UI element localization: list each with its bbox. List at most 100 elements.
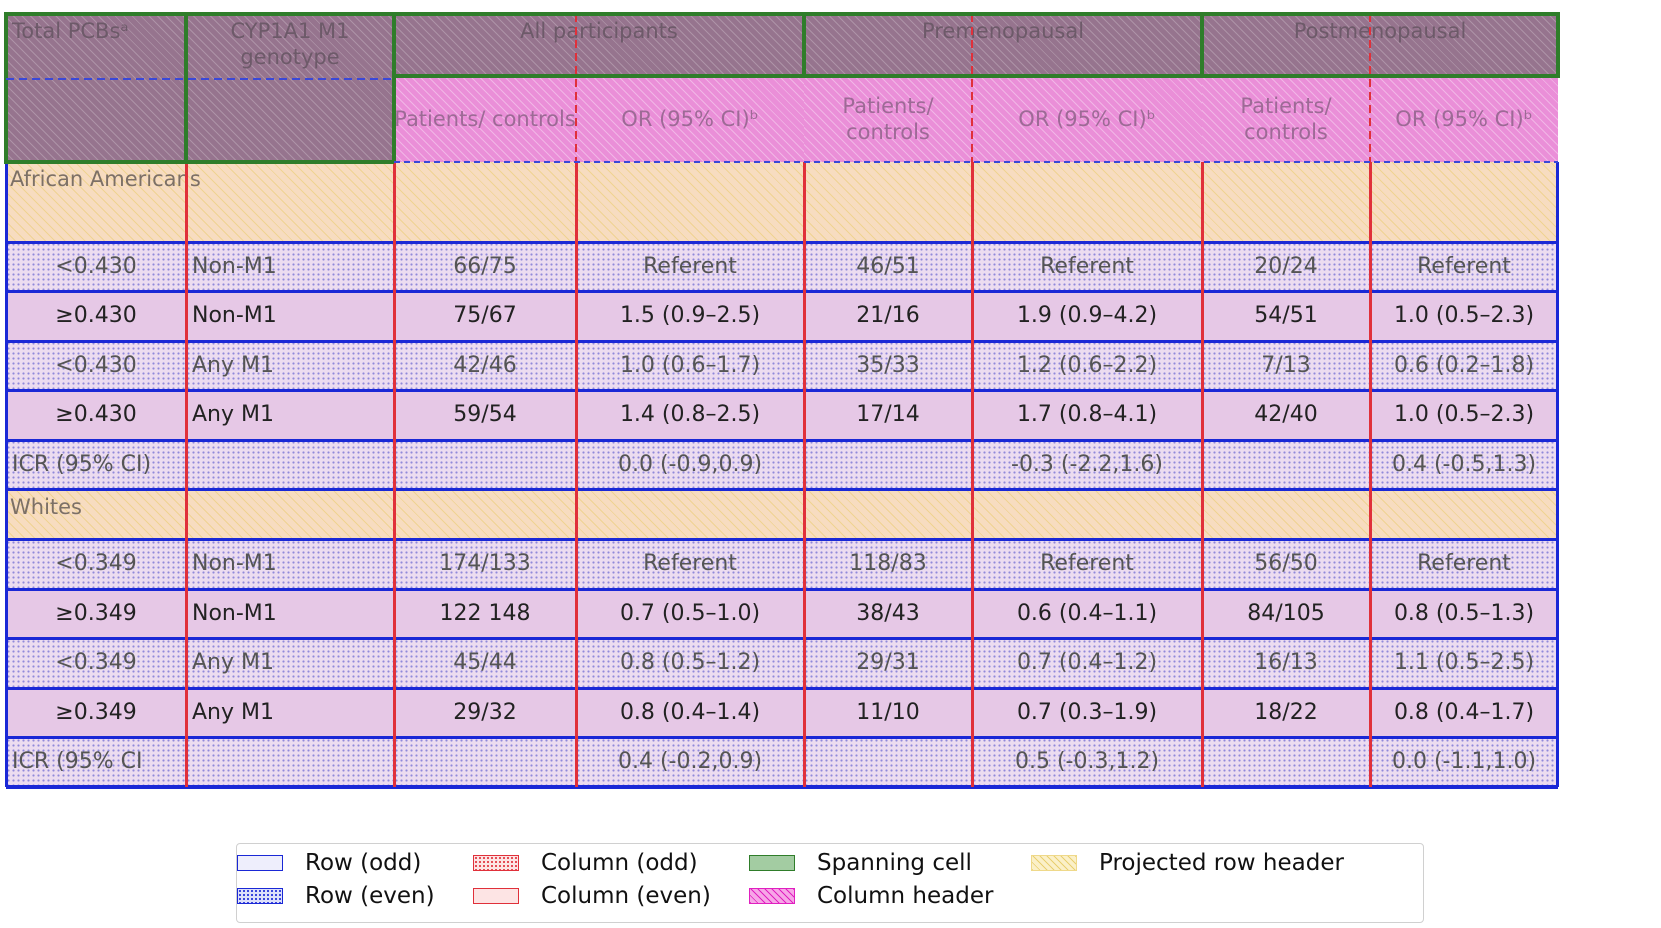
table-cell: 56/50 xyxy=(1202,539,1370,589)
header-patients-controls: Patients/ controls xyxy=(804,76,972,162)
projected-row-header: African Americans xyxy=(6,162,1558,242)
table-cell: 66/75 xyxy=(394,242,576,292)
header-group: Postmenopausal xyxy=(1202,14,1558,76)
col-even-swatch xyxy=(473,888,519,904)
legend-label: Column (odd) xyxy=(541,850,698,876)
header-dash-line xyxy=(394,161,1558,163)
table-cell: Any M1 xyxy=(186,638,394,688)
legend-label: Column (even) xyxy=(541,883,711,909)
table-cell: 75/67 xyxy=(394,291,576,341)
projected-row-header: Whites xyxy=(6,489,1558,540)
header-group: All participants xyxy=(394,14,804,76)
table-cell: 7/13 xyxy=(1202,341,1370,391)
table-cell: 21/16 xyxy=(804,291,972,341)
spanning-border xyxy=(4,12,8,162)
table-cell: ICR (95% CI xyxy=(6,737,186,787)
column-dash-line xyxy=(971,14,973,162)
spanning-border xyxy=(1200,12,1204,76)
row-border-line xyxy=(6,538,1558,541)
column-dash-line xyxy=(1369,14,1371,162)
header-patients-controls: Patients/ controls xyxy=(1202,76,1370,162)
table-cell: <0.430 xyxy=(6,341,186,391)
table-cell: Any M1 xyxy=(186,341,394,391)
column-border-line xyxy=(184,162,188,787)
table-cell: 1.2 (0.6–2.2) xyxy=(972,341,1202,391)
legend-label: Projected row header xyxy=(1099,850,1344,876)
table-cell: 0.6 (0.2–1.8) xyxy=(1370,341,1558,391)
table-cell: 0.4 (-0.5,1.3) xyxy=(1370,440,1558,490)
row-odd-swatch xyxy=(237,855,283,871)
table-cell: 0.8 (0.5–1.3) xyxy=(1370,589,1558,639)
table-cell: 0.8 (0.5–1.2) xyxy=(576,638,804,688)
row-border-line xyxy=(6,736,1558,739)
table-cell: -0.3 (-2.2,1.6) xyxy=(972,440,1202,490)
table-cell: 1.1 (0.5–2.5) xyxy=(1370,638,1558,688)
table-cell: 1.0 (0.6–1.7) xyxy=(576,341,804,391)
table-cell: 29/32 xyxy=(394,688,576,738)
header-total-pcbs: Total PCBsᵃ xyxy=(6,14,186,162)
table-cell: 0.8 (0.4–1.4) xyxy=(576,688,804,738)
table-cell: ≥0.349 xyxy=(6,589,186,639)
spanning-border xyxy=(184,12,188,162)
header-or-ci: OR (95% CI)ᵇ xyxy=(1370,76,1558,162)
table-cell xyxy=(1202,737,1370,787)
row-border-line xyxy=(6,785,1558,788)
legend: Row (odd) Row (even) Column (odd) Column… xyxy=(236,843,1424,923)
row-border-line xyxy=(6,389,1558,392)
table-cell: 42/40 xyxy=(1202,390,1370,440)
legend-label: Column header xyxy=(817,883,994,909)
table-cell: 1.0 (0.5–2.3) xyxy=(1370,390,1558,440)
table-cell: 16/13 xyxy=(1202,638,1370,688)
column-border-line xyxy=(1200,162,1204,787)
table-cell: Referent xyxy=(972,539,1202,589)
table-cell: <0.349 xyxy=(6,638,186,688)
table-cell: Non-M1 xyxy=(186,242,394,292)
row-border-line xyxy=(6,587,1558,591)
table-cell: <0.430 xyxy=(6,242,186,292)
table-cell: 18/22 xyxy=(1202,688,1370,738)
table-cell xyxy=(804,737,972,787)
spanning-border xyxy=(1556,12,1560,76)
table-cell: 0.8 (0.4–1.7) xyxy=(1370,688,1558,738)
column-border-line xyxy=(574,162,578,787)
spanning-border xyxy=(394,74,1560,78)
table-cell xyxy=(804,440,972,490)
table-cell xyxy=(186,440,394,490)
annotated-table: Total PCBsᵃ CYP1A1 M1 genotype All partici… xyxy=(4,12,1658,822)
table-cell: 1.9 (0.9–4.2) xyxy=(972,291,1202,341)
header-group: Premenopausal xyxy=(804,14,1202,76)
legend-row-even: Row (even) xyxy=(237,883,435,909)
legend-col-header: Column header xyxy=(749,883,993,909)
table-cell: 1.0 (0.5–2.3) xyxy=(1370,291,1558,341)
table-cell: 45/44 xyxy=(394,638,576,688)
column-border-line xyxy=(802,162,806,787)
table-cell: 1.5 (0.9–2.5) xyxy=(576,291,804,341)
table-cell: 1.4 (0.8–2.5) xyxy=(576,390,804,440)
row-border-line xyxy=(5,162,8,787)
spanning-border xyxy=(4,160,394,164)
legend-proj-row-header: Projected row header xyxy=(1031,850,1344,876)
row-border-line xyxy=(6,290,1558,293)
table-cell: 0.0 (-0.9,0.9) xyxy=(576,440,804,490)
row-border-line xyxy=(6,686,1558,690)
table-cell: Non-M1 xyxy=(186,589,394,639)
table-cell: 84/105 xyxy=(1202,589,1370,639)
spanning-border xyxy=(4,12,1560,16)
table-cell: ≥0.430 xyxy=(6,390,186,440)
table-cell xyxy=(1202,440,1370,490)
table-cell: 11/10 xyxy=(804,688,972,738)
table-cell: 38/43 xyxy=(804,589,972,639)
row-border-line xyxy=(6,637,1558,640)
table-cell: Any M1 xyxy=(186,390,394,440)
table-cell: Referent xyxy=(1370,242,1558,292)
table-cell: ≥0.430 xyxy=(6,291,186,341)
table-cell: 54/51 xyxy=(1202,291,1370,341)
spanning-border xyxy=(802,12,806,76)
table-cell: ≥0.349 xyxy=(6,688,186,738)
column-border-line xyxy=(1368,162,1372,787)
table-cell: 0.7 (0.3–1.9) xyxy=(972,688,1202,738)
row-border-line xyxy=(6,339,1558,343)
table-cell xyxy=(186,737,394,787)
row-even-swatch xyxy=(237,888,283,904)
table-cell: 17/14 xyxy=(804,390,972,440)
